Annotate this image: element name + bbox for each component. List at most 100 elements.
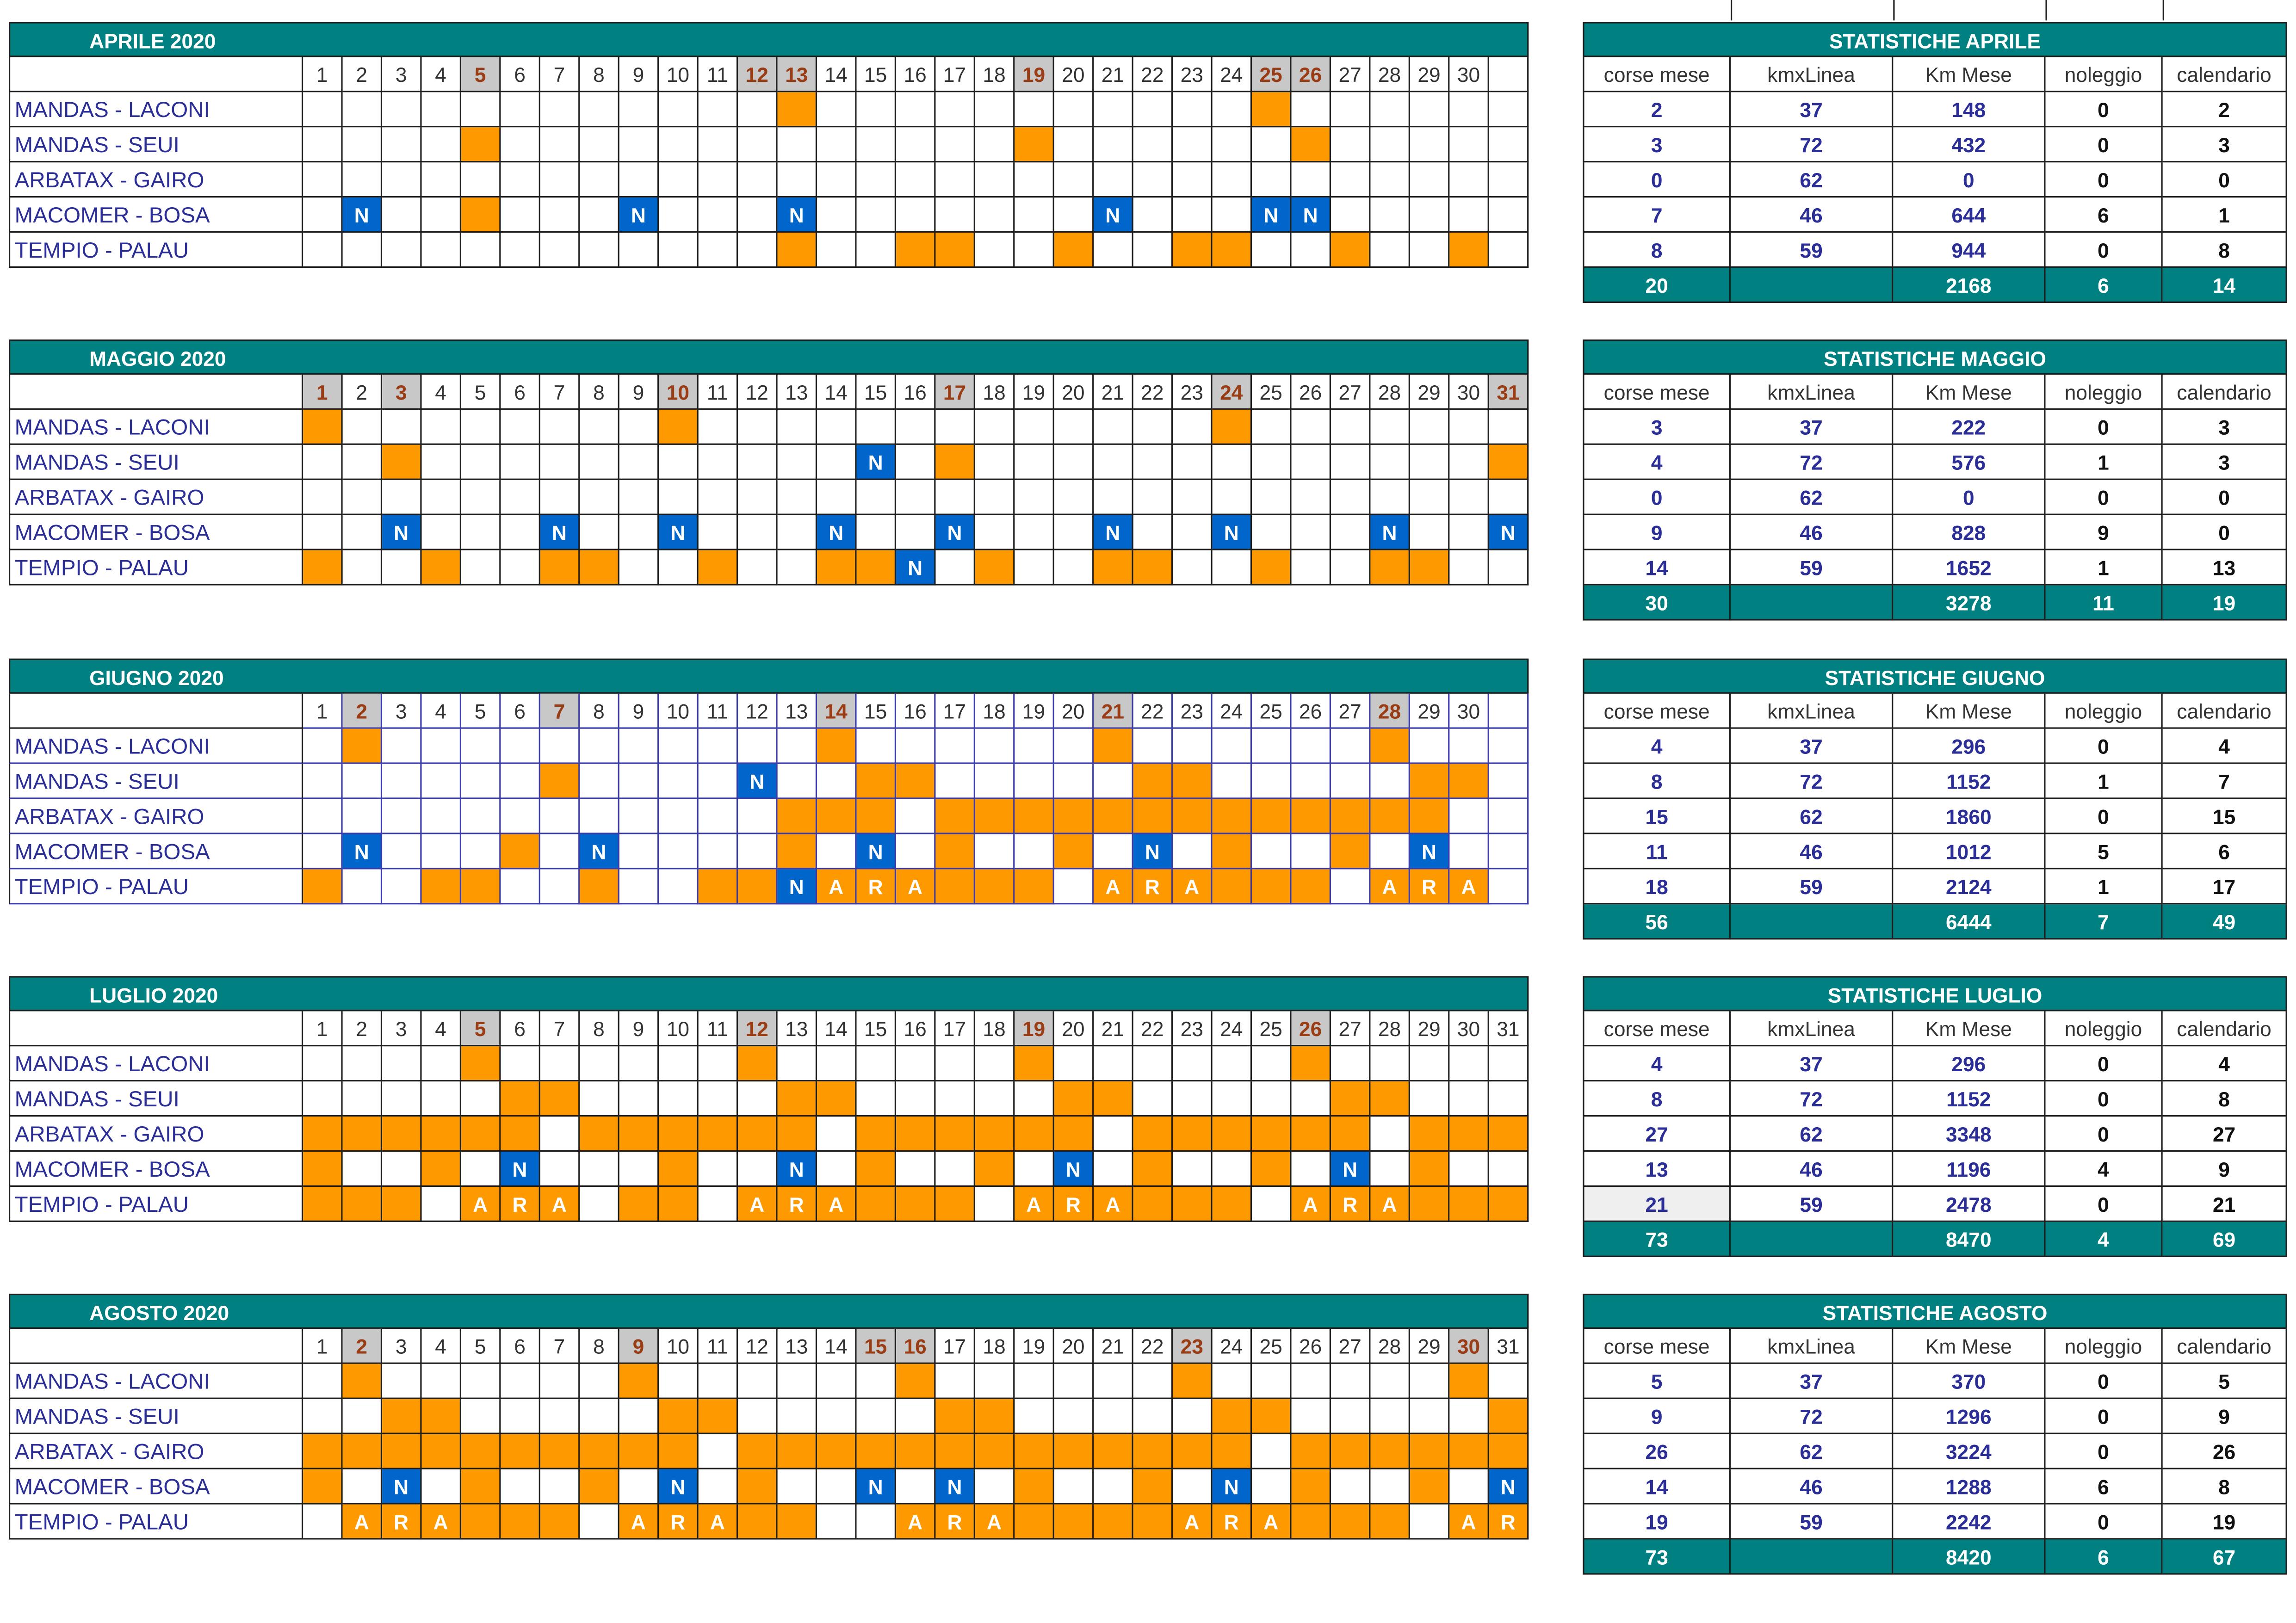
service-day-cell [935,1434,975,1469]
calendar-header: LUGLIO 2020 [8,976,1529,1012]
day-header: 14 [817,1011,857,1047]
schedule-cell [1133,1081,1173,1117]
schedule-cell [1370,1399,1410,1434]
schedule-cell [1015,1152,1054,1187]
stats-value: 0 [2162,515,2287,550]
service-day-cell [461,197,501,233]
schedule-cell [777,409,817,445]
schedule-cell [580,233,619,268]
stats-value: 0 [2045,233,2163,268]
day-header: 28 [1370,57,1410,93]
stats-value: 37 [1731,409,1894,445]
line-label: ARBATAX - GAIRO [8,1434,303,1469]
day-header: 7 [540,57,580,93]
stats-value: 0 [2045,162,2163,198]
schedule-cell [975,764,1015,799]
day-header: 20 [1054,374,1094,410]
service-day-cell [580,550,619,586]
night-service-cell: N [856,834,896,870]
schedule-cell [1252,1081,1292,1117]
stats-value: 11 [1583,834,1731,870]
stats-value: 4 [1583,728,1731,764]
service-day-cell [1331,1081,1371,1117]
day-header: 9 [619,57,659,93]
schedule-cell [698,197,738,233]
service-day-cell [1212,1117,1252,1152]
schedule-cell [1291,834,1331,870]
schedule-cell [619,728,659,764]
schedule-cell [1291,764,1331,799]
night-service-cell: N [501,1152,540,1187]
schedule-cell [659,480,699,515]
service-day-cell [777,1081,817,1117]
stats-column-header: noleggio [2045,1011,2163,1047]
service-day-cell [1291,1504,1331,1540]
service-day-cell [1015,869,1054,905]
service-day-cell [1252,1399,1292,1434]
service-day-cell [777,1504,817,1540]
day-header: 29 [1410,57,1450,93]
day-header: 17 [935,693,975,729]
service-day-cell [1212,869,1252,905]
service-code-cell: A [1173,869,1213,905]
month-title: APRILE 2020 [89,29,216,53]
day-header: 13 [777,1011,817,1047]
day-header: 4 [421,1328,461,1364]
stats-value: 9 [2162,1152,2287,1187]
schedule-cell [1173,1152,1213,1187]
day-header: 6 [501,374,540,410]
schedule-cell [1015,1081,1054,1117]
schedule-cell [1410,1364,1450,1399]
schedule-cell [777,1364,817,1399]
day-header: 24 [1212,374,1252,410]
schedule-cell [659,834,699,870]
schedule-cell [817,1364,857,1399]
schedule-cell [1370,834,1410,870]
day-header: 4 [421,374,461,410]
schedule-cell [698,1152,738,1187]
schedule-cell [817,1504,857,1540]
stats-value: 59 [1731,550,1894,586]
schedule-cell [501,127,540,163]
stats-column-header: kmxLinea [1731,693,1894,729]
service-day-cell [1291,869,1331,905]
schedule-cell [382,550,422,586]
schedule-cell [659,233,699,268]
schedule-cell [580,162,619,198]
schedule-cell [1133,409,1173,445]
service-day-cell [896,1434,936,1469]
schedule-cell [1133,515,1173,550]
service-day-cell [975,1152,1015,1187]
stats-value: 0 [2045,1504,2163,1540]
schedule-cell [580,480,619,515]
service-day-cell [975,869,1015,905]
schedule-cell [501,728,540,764]
stats-total: 6 [2045,268,2163,303]
service-day-cell [1054,799,1094,834]
stats-value: 0 [2045,1081,2163,1117]
service-day-cell [1094,728,1133,764]
schedule-cell [580,1152,619,1187]
schedule-cell [1015,550,1054,586]
service-day-cell [1252,550,1292,586]
service-day-cell [1489,444,1529,480]
schedule-cell [382,480,422,515]
stats-title: STATISTICHE MAGGIO [1583,339,2287,375]
day-header: 22 [1133,57,1173,93]
day-header: 10 [659,1011,699,1047]
service-day-cell [1331,233,1371,268]
night-service-cell: N [777,869,817,905]
schedule-cell [935,480,975,515]
stats-value: 72 [1731,444,1894,480]
day-header: 2 [342,1328,383,1364]
schedule-cell [698,799,738,834]
schedule-cell [1291,550,1331,586]
day-header: 11 [698,57,738,93]
schedule-cell [1212,1046,1252,1082]
service-day-cell [935,799,975,834]
schedule-cell [659,197,699,233]
service-day-cell [856,764,896,799]
schedule-cell [1015,764,1054,799]
schedule-cell [540,233,580,268]
day-header: 2 [342,1011,383,1047]
